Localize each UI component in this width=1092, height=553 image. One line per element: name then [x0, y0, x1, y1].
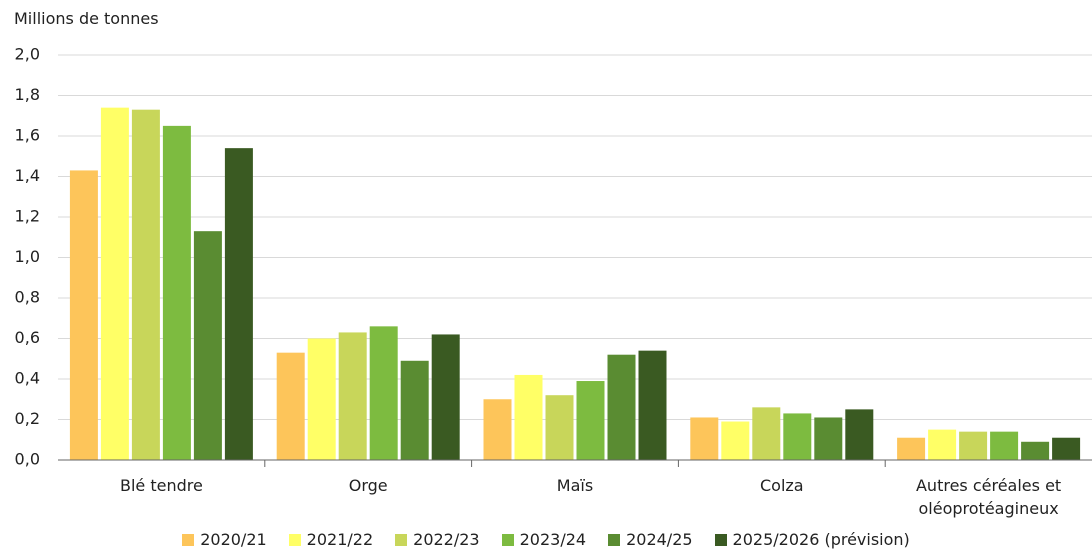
- y-tick-label: 0,0: [15, 450, 40, 469]
- bar: [545, 395, 574, 460]
- bar: [576, 381, 605, 460]
- y-tick-label: 1,4: [15, 166, 40, 185]
- bar: [690, 417, 719, 460]
- y-tick-label: 1,6: [15, 126, 40, 145]
- legend-item: 2024/25: [608, 530, 693, 549]
- legend-item: 2025/2026 (prévision): [714, 530, 910, 549]
- bar: [162, 125, 191, 460]
- legend-swatch: [395, 533, 408, 546]
- y-axis-label: Millions de tonnes: [14, 9, 159, 28]
- y-tick-label: 1,2: [15, 207, 40, 226]
- x-tick-label: Autres céréales et oléoprotéagineux: [915, 476, 1062, 518]
- legend-swatch: [182, 533, 195, 546]
- bar: [990, 431, 1019, 460]
- bar: [69, 170, 98, 461]
- bar: [959, 431, 988, 460]
- bar: [897, 437, 926, 460]
- bar: [338, 332, 367, 460]
- bar: [483, 399, 512, 460]
- bar: [400, 360, 429, 460]
- x-tick-label: Colza: [759, 476, 804, 495]
- legend-item: 2020/21: [182, 530, 267, 549]
- legend-label: 2020/21: [200, 530, 267, 549]
- legend-item: 2022/23: [395, 530, 480, 549]
- legend-item: 2023/24: [501, 530, 587, 549]
- y-tick-label: 0,8: [15, 288, 40, 307]
- bar: [193, 231, 222, 460]
- bar: [1052, 437, 1081, 460]
- y-tick-label: 0,2: [15, 409, 40, 428]
- bar: [1021, 441, 1050, 460]
- bar: [276, 352, 305, 460]
- bar: [514, 374, 543, 460]
- legend: 2020/21 2021/22 2022/23 2023/24 2024/25 2025/…: [0, 530, 1092, 549]
- bar: [307, 338, 336, 460]
- bar: [100, 107, 129, 461]
- bar: [638, 350, 667, 460]
- bar: [845, 409, 874, 460]
- bar: [607, 354, 636, 460]
- legend-swatch: [714, 533, 727, 546]
- y-tick-label: 2,0: [15, 45, 40, 64]
- bar: [783, 413, 812, 460]
- legend-swatch: [288, 533, 301, 546]
- legend-item: 2021/22: [288, 530, 374, 549]
- bar: [752, 407, 781, 460]
- y-tick-label: 0,4: [15, 369, 40, 388]
- y-tick-label: 1,0: [15, 247, 40, 266]
- x-tick-label: Maïs: [556, 476, 594, 495]
- legend-label: 2024/25: [626, 530, 693, 549]
- bar: [369, 326, 398, 460]
- bar: [131, 109, 160, 461]
- bar: [431, 334, 460, 460]
- y-tick-label: 0,6: [15, 328, 40, 347]
- legend-swatch: [501, 533, 514, 546]
- legend-label: 2023/24: [519, 530, 587, 549]
- x-tick-label: Orge: [348, 476, 388, 495]
- legend-swatch: [608, 533, 621, 546]
- bar: [928, 429, 957, 460]
- bar: [224, 148, 253, 460]
- legend-label: 2021/22: [306, 530, 374, 549]
- legend-label: 2025/2026 (prévision): [732, 530, 910, 549]
- bar: [721, 421, 750, 460]
- bar: [814, 417, 843, 460]
- legend-label: 2022/23: [413, 530, 480, 549]
- y-tick-label: 1,8: [15, 85, 40, 104]
- x-tick-label: Blé tendre: [119, 476, 203, 495]
